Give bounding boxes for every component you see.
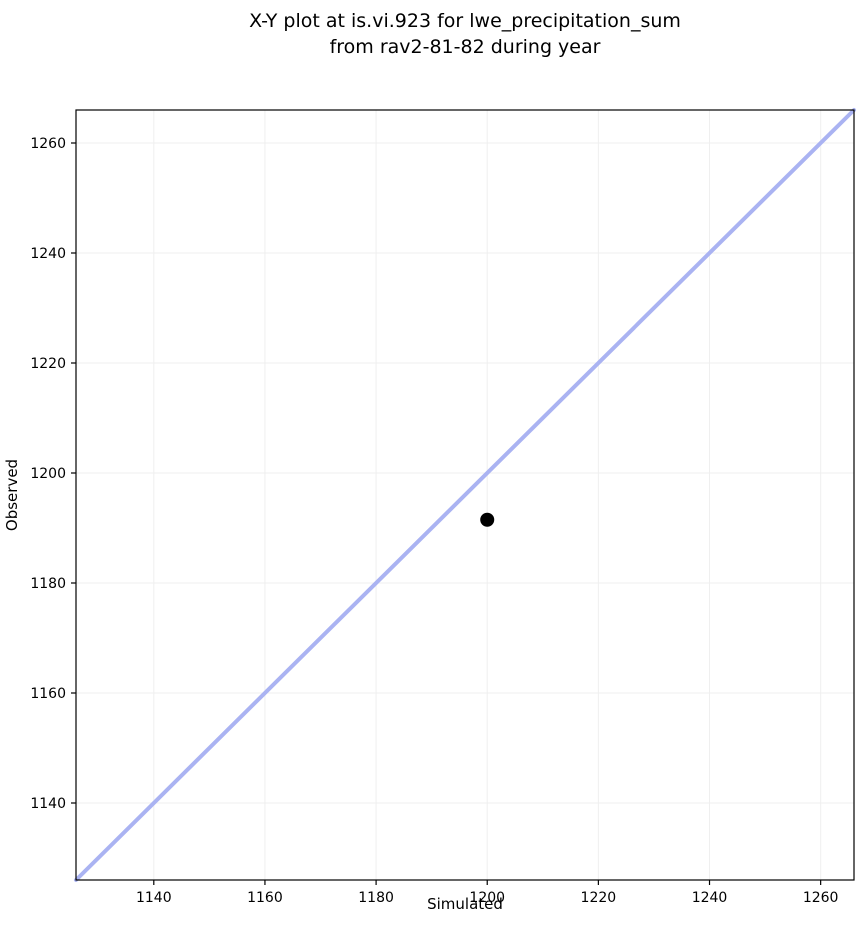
y-tick-label: 1200 <box>30 466 66 482</box>
y-tick-label: 1240 <box>30 246 66 262</box>
y-tick-label: 1140 <box>30 796 66 812</box>
x-tick-label: 1220 <box>581 890 617 906</box>
y-tick-label: 1160 <box>30 686 66 702</box>
y-tick-label: 1260 <box>30 136 66 152</box>
x-tick-label: 1200 <box>469 890 505 906</box>
y-tick-label: 1180 <box>30 576 66 592</box>
chart-title: X-Y plot at is.vi.923 for lwe_precipitat… <box>249 10 681 58</box>
x-tick-label: 1260 <box>803 890 839 906</box>
x-tick-label: 1140 <box>136 890 172 906</box>
x-tick-label: 1180 <box>358 890 394 906</box>
axes-spines <box>75 109 855 881</box>
identity-line <box>74 108 856 882</box>
x-tick-label: 1240 <box>692 890 728 906</box>
x-tick-label: 1160 <box>247 890 283 906</box>
y-tick-label: 1220 <box>30 356 66 372</box>
x-axis-label: Simulated <box>427 895 503 913</box>
data-point <box>480 512 495 527</box>
